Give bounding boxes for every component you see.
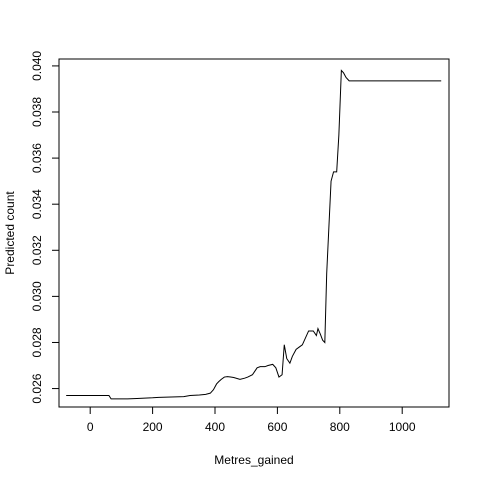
- x-tick-label: 1000: [389, 420, 416, 434]
- y-tick-label: 0.040: [30, 51, 44, 81]
- x-tick-label: 0: [87, 420, 94, 434]
- y-tick-label: 0.036: [30, 143, 44, 173]
- series-line-0: [66, 69, 442, 400]
- y-tick-label: 0.030: [30, 281, 44, 311]
- plot-frame: [58, 58, 450, 408]
- x-tick-label: 800: [330, 420, 350, 434]
- x-axis-title: Metres_gained: [214, 453, 293, 467]
- y-axis: 0.026 0.028 0.030 0.032 0.034 0.036 0.038 0.040: [30, 51, 60, 404]
- y-tick-label: 0.026: [30, 373, 44, 403]
- plot-area: [58, 58, 450, 408]
- y-tick-label: 0.038: [30, 97, 44, 127]
- y-tick-label: 0.028: [30, 327, 44, 357]
- x-axis: 0 200 400 600 800 1000: [87, 406, 416, 434]
- y-axis-title: Predicted count: [3, 191, 17, 275]
- x-tick-label: 200: [143, 420, 163, 434]
- x-tick-label: 400: [205, 420, 225, 434]
- y-tick-label: 0.032: [30, 235, 44, 265]
- x-tick-label: 600: [267, 420, 287, 434]
- y-tick-label: 0.034: [30, 189, 44, 219]
